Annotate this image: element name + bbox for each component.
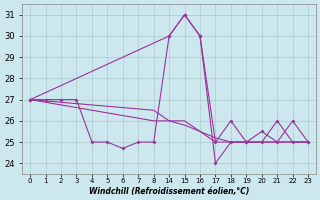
X-axis label: Windchill (Refroidissement éolien,°C): Windchill (Refroidissement éolien,°C) bbox=[89, 187, 249, 196]
